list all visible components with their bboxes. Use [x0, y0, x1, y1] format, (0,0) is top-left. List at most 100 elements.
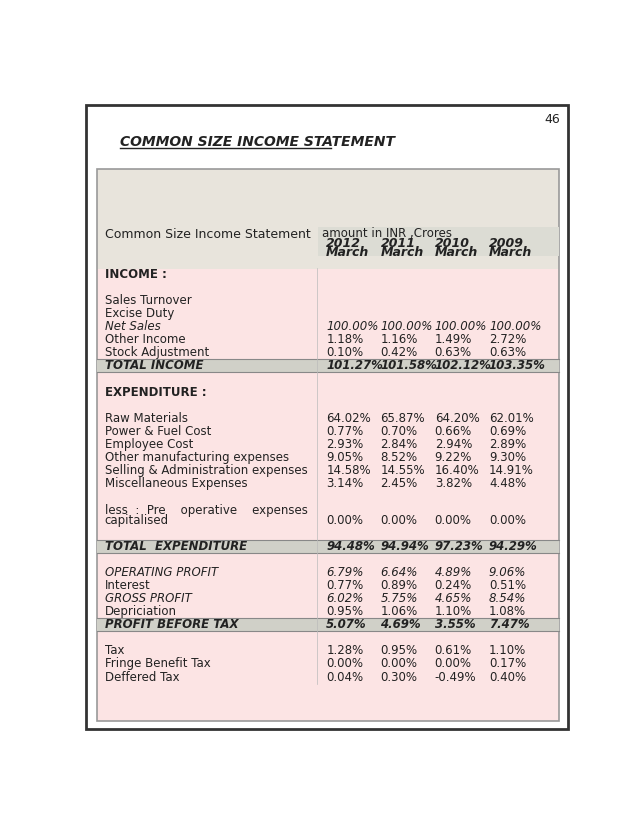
Text: Interest: Interest [105, 579, 151, 592]
Text: 5.75%: 5.75% [380, 592, 418, 605]
Text: 1.28%: 1.28% [326, 644, 364, 657]
Text: Excise Duty: Excise Duty [105, 307, 174, 320]
Text: TOTAL  EXPENDITURE: TOTAL EXPENDITURE [105, 539, 247, 553]
Text: GROSS PROFIT: GROSS PROFIT [105, 592, 191, 605]
Text: 2.45%: 2.45% [380, 477, 418, 491]
Text: 16.40%: 16.40% [434, 464, 479, 477]
Text: March: March [380, 246, 424, 259]
Text: 4.69%: 4.69% [380, 618, 421, 631]
Text: 2010: 2010 [434, 237, 470, 250]
Text: 0.00%: 0.00% [326, 514, 363, 527]
Text: 0.61%: 0.61% [434, 644, 472, 657]
Text: Tax: Tax [105, 644, 124, 657]
Text: 97.23%: 97.23% [434, 539, 484, 553]
FancyBboxPatch shape [97, 359, 559, 373]
Text: 0.10%: 0.10% [326, 346, 363, 359]
Text: OPERATING PROFIT: OPERATING PROFIT [105, 566, 218, 579]
Text: March: March [489, 246, 532, 259]
Text: 94.29%: 94.29% [489, 539, 538, 553]
Text: 7.47%: 7.47% [489, 618, 530, 631]
Text: 1.49%: 1.49% [434, 333, 472, 346]
Text: Employee Cost: Employee Cost [105, 438, 193, 451]
Text: 1.08%: 1.08% [489, 605, 526, 618]
Text: 94.94%: 94.94% [380, 539, 429, 553]
Text: 0.40%: 0.40% [489, 671, 526, 683]
Text: 0.63%: 0.63% [489, 346, 526, 359]
Text: 0.77%: 0.77% [326, 425, 364, 438]
Text: 0.70%: 0.70% [380, 425, 418, 438]
Text: 0.89%: 0.89% [380, 579, 418, 592]
Text: 1.10%: 1.10% [434, 605, 472, 618]
Text: 1.16%: 1.16% [380, 333, 418, 346]
Text: 103.35%: 103.35% [489, 359, 546, 373]
Text: Depriciation: Depriciation [105, 605, 177, 618]
Text: 3.14%: 3.14% [326, 477, 364, 491]
Text: Power & Fuel Cost: Power & Fuel Cost [105, 425, 211, 438]
Text: 8.54%: 8.54% [489, 592, 526, 605]
Text: 4.89%: 4.89% [434, 566, 472, 579]
Text: Common Size Income Statement: Common Size Income Statement [105, 228, 310, 241]
Text: 100.00%: 100.00% [380, 320, 433, 333]
Text: 0.00%: 0.00% [489, 514, 526, 527]
Text: PROFIT BEFORE TAX: PROFIT BEFORE TAX [105, 618, 238, 631]
Text: 6.79%: 6.79% [326, 566, 364, 579]
Text: 14.55%: 14.55% [380, 464, 425, 477]
Text: 0.00%: 0.00% [434, 514, 471, 527]
Text: Raw Materials: Raw Materials [105, 412, 188, 425]
Text: 0.24%: 0.24% [434, 579, 472, 592]
Text: -0.49%: -0.49% [434, 671, 477, 683]
Text: 64.20%: 64.20% [434, 412, 479, 425]
Text: 2.89%: 2.89% [489, 438, 526, 451]
Text: 0.00%: 0.00% [380, 657, 417, 671]
FancyBboxPatch shape [97, 169, 559, 269]
Text: EXPENDITURE :: EXPENDITURE : [105, 386, 206, 399]
Text: 101.27%: 101.27% [326, 359, 383, 373]
Text: 0.04%: 0.04% [326, 671, 363, 683]
Text: 62.01%: 62.01% [489, 412, 534, 425]
Text: Fringe Benefit Tax: Fringe Benefit Tax [105, 657, 211, 671]
Text: 1.06%: 1.06% [380, 605, 418, 618]
Text: Stock Adjustment: Stock Adjustment [105, 346, 209, 359]
Text: less  :  Pre    operative    expenses: less : Pre operative expenses [105, 504, 308, 517]
FancyBboxPatch shape [97, 618, 559, 631]
Text: 0.69%: 0.69% [489, 425, 526, 438]
Text: Sales Turnover: Sales Turnover [105, 294, 191, 307]
Text: 6.64%: 6.64% [380, 566, 418, 579]
Text: 6.02%: 6.02% [326, 592, 364, 605]
Text: March: March [326, 246, 369, 259]
Text: Deffered Tax: Deffered Tax [105, 671, 179, 683]
Text: 100.00%: 100.00% [326, 320, 378, 333]
Text: INCOME :: INCOME : [105, 268, 167, 281]
Text: 9.06%: 9.06% [489, 566, 526, 579]
Text: 2.84%: 2.84% [380, 438, 418, 451]
Text: 0.42%: 0.42% [380, 346, 418, 359]
Text: 0.95%: 0.95% [326, 605, 363, 618]
Text: 1.10%: 1.10% [489, 644, 526, 657]
Text: 0.63%: 0.63% [434, 346, 472, 359]
Text: Net Sales: Net Sales [105, 320, 160, 333]
Text: 0.51%: 0.51% [489, 579, 526, 592]
Text: 0.77%: 0.77% [326, 579, 364, 592]
Text: 3.55%: 3.55% [434, 618, 475, 631]
Text: Miscellaneous Expenses: Miscellaneous Expenses [105, 477, 247, 491]
Text: 2012: 2012 [326, 237, 361, 250]
Text: 14.58%: 14.58% [326, 464, 371, 477]
Text: 0.66%: 0.66% [434, 425, 472, 438]
Text: 4.48%: 4.48% [489, 477, 526, 491]
Text: 14.91%: 14.91% [489, 464, 534, 477]
Text: 46: 46 [545, 112, 560, 126]
FancyBboxPatch shape [318, 227, 559, 256]
Text: 101.58%: 101.58% [380, 359, 437, 373]
Text: 2.93%: 2.93% [326, 438, 364, 451]
Text: 2011: 2011 [380, 237, 415, 250]
FancyBboxPatch shape [86, 105, 568, 729]
Text: capitalised: capitalised [105, 514, 168, 527]
Text: 9.05%: 9.05% [326, 451, 363, 464]
Text: 2.94%: 2.94% [434, 438, 472, 451]
Text: 64.02%: 64.02% [326, 412, 371, 425]
Text: 0.30%: 0.30% [380, 671, 417, 683]
Text: 5.07%: 5.07% [326, 618, 367, 631]
Text: 102.12%: 102.12% [434, 359, 491, 373]
Text: 2.72%: 2.72% [489, 333, 526, 346]
Text: 8.52%: 8.52% [380, 451, 418, 464]
